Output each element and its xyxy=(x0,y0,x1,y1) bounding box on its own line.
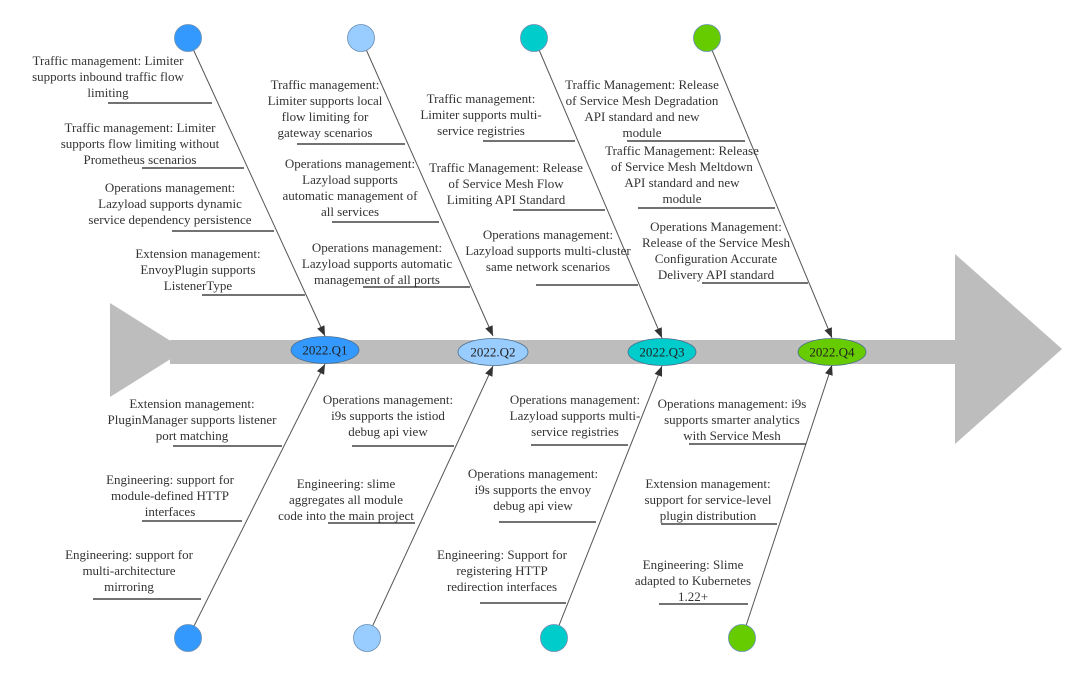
q4-bottom-bone xyxy=(741,364,833,639)
q3-top-item-1: Traffic management: Limiter supports mul… xyxy=(420,91,542,138)
q1-top-arrow xyxy=(317,325,325,336)
q4-top-bone xyxy=(706,37,833,339)
q2-top-item-2: Operations management: Lazyload supports… xyxy=(282,156,418,219)
q1-top-item-4: Extension management: EnvoyPlugin suppor… xyxy=(135,246,261,293)
q4-top-item-1: Traffic Management: Release of Service M… xyxy=(565,77,719,140)
q3-top-item-2: Traffic Management: Release of Service M… xyxy=(429,160,583,207)
q4-top-item-2: Traffic Management: Release of Service M… xyxy=(605,143,759,206)
q2-top-node xyxy=(347,24,375,52)
q2-top-bone xyxy=(360,37,494,337)
q1-top-item-2: Traffic management: Limiter supports flo… xyxy=(60,120,220,167)
tail-triangle xyxy=(110,303,185,397)
q1-bottom-item-3: Engineering: support for multi-architect… xyxy=(65,547,193,594)
q4-bottom-arrow xyxy=(825,365,833,376)
q1-top-item-1: Traffic management: Limiter supports inb… xyxy=(32,53,184,100)
q2-milestone xyxy=(457,338,529,366)
q3-top-bone xyxy=(533,37,663,339)
q1-top-bone xyxy=(187,37,326,337)
q3-bottom-arrow xyxy=(654,366,663,377)
q1-bottom-item-1: Extension management: PluginManager supp… xyxy=(107,396,277,443)
q2-top-item-3: Operations management: Lazyload supports… xyxy=(301,240,453,287)
q4-milestone xyxy=(797,338,867,366)
q2-bottom-node xyxy=(353,624,381,652)
q1-bottom-item-2: Engineering: support for module-defined … xyxy=(106,472,234,519)
q2-top-item-1: Traffic management: Limiter supports loc… xyxy=(267,77,383,140)
q4-bottom-item-3: Engineering: Slime adapted to Kubernetes… xyxy=(634,557,752,604)
q3-bottom-item-2: Operations management: i9s supports the … xyxy=(467,466,599,513)
q2-top-arrow xyxy=(485,325,493,336)
q4-bottom-item-1: Operations management: i9s supports smar… xyxy=(657,396,807,443)
head-triangle xyxy=(955,254,1062,444)
q1-milestone-label: 2022.Q1 xyxy=(302,343,347,358)
q1-bottom-node xyxy=(174,624,202,652)
q2-bottom-item-2: Engineering: slime aggregates all module… xyxy=(278,476,414,523)
q4-top-arrow xyxy=(824,327,832,338)
q4-bottom-node xyxy=(728,624,756,652)
q2-milestone-label: 2022.Q2 xyxy=(470,345,515,360)
q1-bottom-arrow xyxy=(316,364,325,375)
q4-top-node xyxy=(693,24,721,52)
q3-bottom-item-1: Operations management: Lazyload supports… xyxy=(509,392,641,439)
q3-bottom-node xyxy=(540,624,568,652)
q1-milestone xyxy=(290,336,360,364)
q3-milestone-label: 2022.Q3 xyxy=(639,345,684,360)
q4-milestone-label: 2022.Q4 xyxy=(809,345,855,360)
q4-bottom-item-2: Extension management: support for servic… xyxy=(644,476,772,523)
q3-top-item-3: Operations management: Lazyload supports… xyxy=(465,227,631,274)
q3-top-node xyxy=(520,24,548,52)
q3-bottom-bone xyxy=(553,365,663,639)
q2-bottom-bone xyxy=(366,365,494,639)
q1-bottom-bone xyxy=(187,363,326,639)
q2-bottom-arrow xyxy=(485,366,493,377)
q3-bottom-item-3: Engineering: Support for registering HTT… xyxy=(437,547,567,594)
q1-top-item-3: Operations management: Lazyload supports… xyxy=(88,180,252,227)
q4-top-item-3: Operations Management: Release of the Se… xyxy=(641,219,790,282)
q2-bottom-item-1: Operations management: i9s supports the … xyxy=(322,392,454,439)
q3-milestone xyxy=(627,338,697,366)
q1-top-node xyxy=(174,24,202,52)
q3-top-arrow xyxy=(654,327,662,338)
